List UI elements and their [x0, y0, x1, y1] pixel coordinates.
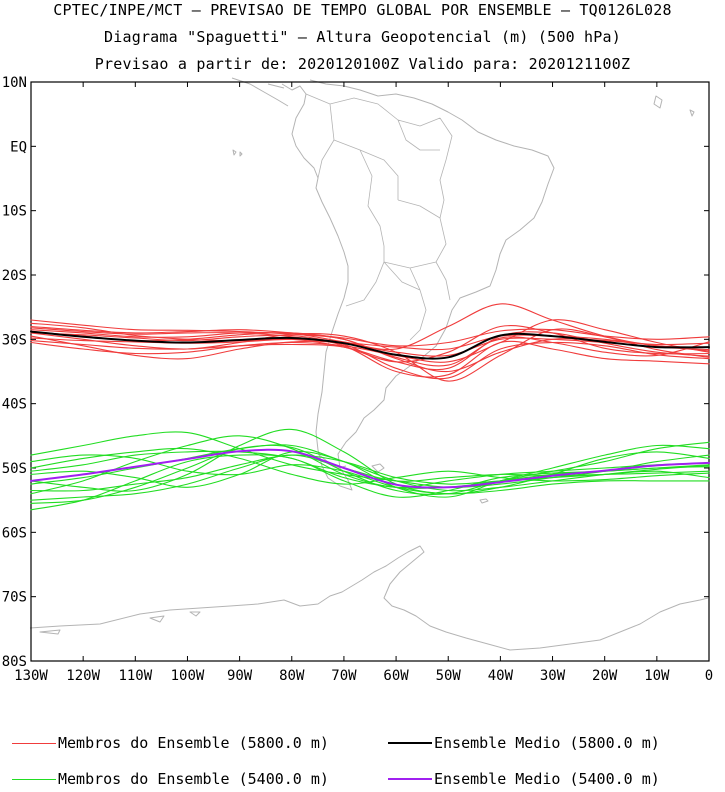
y-tick-label: 60S — [2, 525, 27, 541]
title-line-1: CPTEC/INPE/MCT — PREVISAO DE TEMPO GLOBA… — [53, 1, 672, 19]
x-tick-label: 40W — [488, 668, 514, 684]
ensemble-member-line-5400-16 — [30, 447, 710, 485]
y-tick-label: 10S — [2, 204, 27, 220]
south-georgia — [479, 498, 489, 504]
legend-swatch-members-5800 — [12, 742, 56, 744]
y-tick-label: EQ — [10, 139, 27, 155]
ensemble-mean-line-5800-12 — [30, 330, 710, 360]
x-tick-label: 20W — [592, 668, 618, 684]
antarctica-outline — [29, 545, 709, 651]
ensemble-member-line-5400-17 — [30, 435, 710, 495]
x-tick-label: 50W — [436, 668, 462, 684]
ensemble-mean-line-5400-25 — [30, 448, 710, 489]
ensemble-member-line-5800-9 — [30, 322, 710, 363]
x-tick-label: 130W — [14, 668, 48, 684]
ensemble-member-line-5400-20 — [30, 454, 710, 495]
legend-swatch-members-5400 — [12, 778, 56, 780]
ensemble-member-line-5800-6 — [30, 319, 710, 363]
x-tick-label: 90W — [227, 668, 253, 684]
ensemble-member-line-5800-8 — [30, 334, 710, 352]
y-tick-label: 50S — [2, 461, 27, 477]
antarctic-islands — [39, 611, 201, 635]
x-tick-label: 120W — [66, 668, 100, 684]
x-tick-label: 30W — [540, 668, 566, 684]
ensemble-member-line-5800-5 — [30, 303, 710, 351]
y-tick-label: 20S — [2, 268, 27, 284]
ensemble-member-line-5400-24 — [30, 454, 710, 501]
title-line-3: Previsao a partir de: 2020120100Z Valido… — [94, 55, 631, 73]
x-tick-label: 100W — [171, 668, 205, 684]
legend-item-mean-5400: Ensemble Medio (5400.0 m) — [388, 770, 660, 788]
y-tick-label: 30S — [2, 332, 27, 348]
ensemble-member-line-5800-7 — [30, 327, 710, 378]
legend-swatch-mean-5800 — [388, 742, 432, 744]
legend-label: Membros do Ensemble (5800.0 m) — [58, 734, 329, 752]
y-tick-label: 40S — [2, 397, 27, 413]
ensemble-member-line-5400-18 — [30, 444, 710, 498]
title-line-2: Diagrama "Spaguetti" — Altura Geopotenci… — [104, 28, 621, 46]
x-tick-label: 80W — [279, 668, 305, 684]
internal-borders — [305, 93, 453, 341]
legend-label: Ensemble Medio (5400.0 m) — [434, 770, 660, 788]
falklands-islands — [371, 463, 385, 473]
south-america-outline — [281, 79, 555, 491]
x-tick-label: 60W — [383, 668, 409, 684]
legend-swatch-mean-5400 — [388, 778, 432, 780]
ensemble-member-line-5800-10 — [30, 328, 710, 382]
y-tick-label: 80S — [2, 654, 27, 670]
islands-east — [653, 95, 695, 117]
y-tick-label: 10N — [2, 75, 27, 91]
legend-label: Membros do Ensemble (5400.0 m) — [58, 770, 329, 788]
ensemble-member-line-5400-19 — [30, 454, 710, 492]
x-tick-label: 70W — [331, 668, 357, 684]
plot-frame — [30, 81, 710, 662]
y-tick-label: 70S — [2, 590, 27, 606]
x-tick-label: 10W — [644, 668, 670, 684]
ensemble-member-line-5400-22 — [30, 428, 710, 495]
legend-item-members-5800: Membros do Ensemble (5800.0 m) — [12, 734, 329, 752]
legend-item-mean-5800: Ensemble Medio (5800.0 m) — [388, 734, 660, 752]
galapagos-islands — [232, 149, 243, 157]
legend-item-members-5400: Membros do Ensemble (5400.0 m) — [12, 770, 329, 788]
x-tick-label: 110W — [118, 668, 152, 684]
legend-label: Ensemble Medio (5800.0 m) — [434, 734, 660, 752]
series-layer — [30, 303, 710, 511]
map-coastlines — [29, 77, 709, 651]
x-tick-label: 0 — [705, 668, 713, 684]
